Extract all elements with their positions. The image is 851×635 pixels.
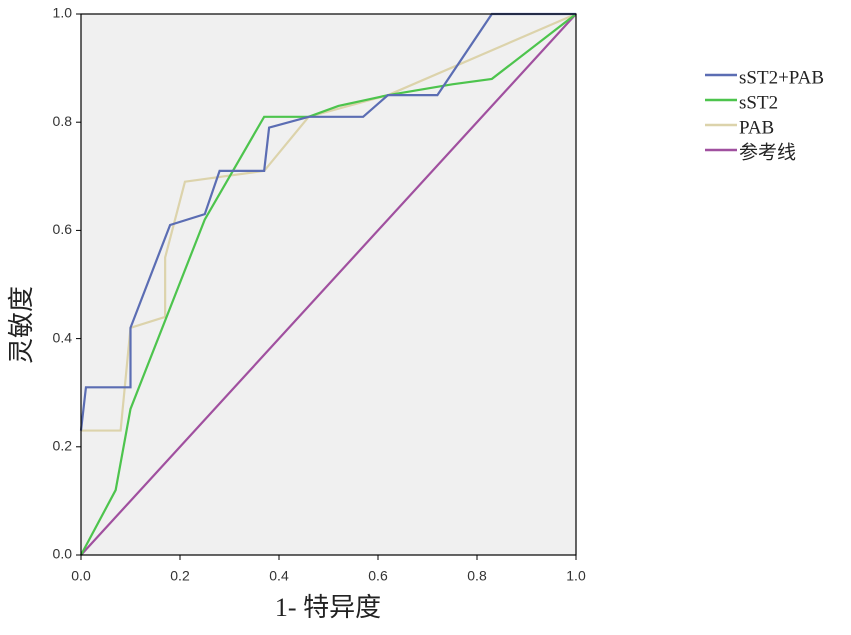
x-tick-label: 0.2 — [170, 568, 190, 584]
x-tick-label: 0.6 — [368, 568, 388, 584]
x-tick-label: 0.8 — [467, 568, 487, 584]
legend-label: 参考线 — [739, 141, 796, 163]
y-tick-label: 0.8 — [53, 113, 73, 129]
plot-frame — [80, 13, 577, 556]
y-tick-label: 1.0 — [53, 5, 73, 21]
y-tick-label: 0.6 — [53, 221, 73, 237]
y-tick-label: 0.0 — [53, 546, 73, 562]
roc-line — [79, 12, 576, 431]
x-tick-label: 1.0 — [566, 568, 586, 584]
x-tick-label: 0.0 — [71, 568, 91, 584]
legend-label: sST2 — [739, 92, 778, 113]
y-tick-label: 0.4 — [53, 329, 73, 345]
legend-label: PAB — [739, 117, 774, 138]
y-axis-label: 灵敏度 — [7, 286, 36, 364]
y-tick-label: 0.2 — [53, 438, 73, 454]
x-axis-label: 1- 特异度 — [275, 593, 381, 622]
roc-line — [81, 12, 577, 432]
roc-line — [80, 13, 577, 556]
x-tick-label: 0.4 — [269, 568, 289, 584]
legend-label: sST2+PAB — [739, 67, 824, 88]
